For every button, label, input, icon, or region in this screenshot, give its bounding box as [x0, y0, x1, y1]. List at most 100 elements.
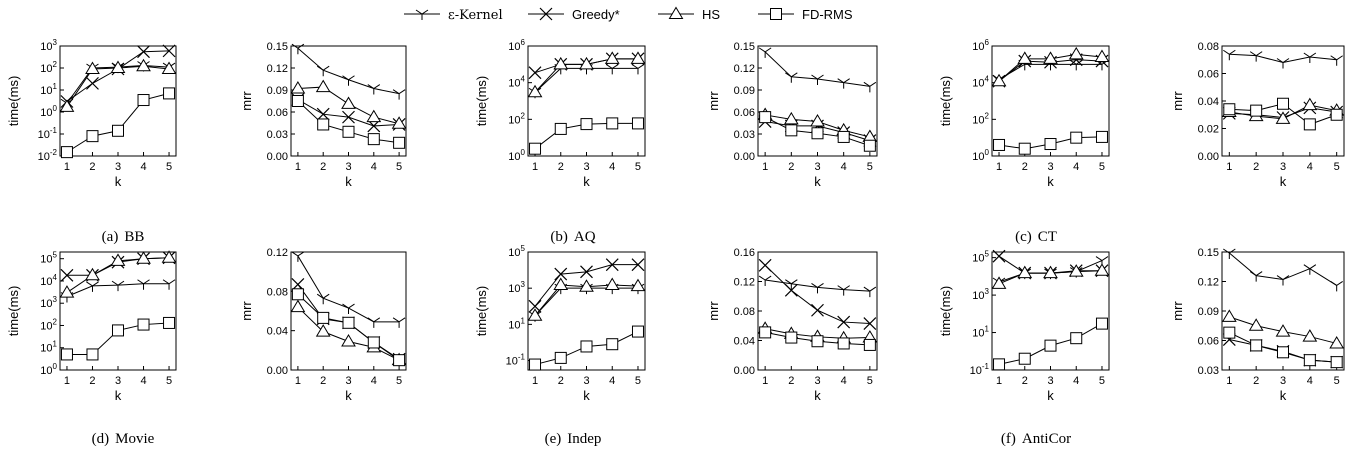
caption-d: (d) Movie [92, 431, 155, 448]
caption-a: (a) BB [102, 229, 145, 246]
data-point [631, 325, 644, 338]
series-square [291, 288, 406, 367]
data-point [60, 348, 73, 361]
series-square [759, 326, 876, 351]
data-point [315, 79, 331, 93]
x-axis-label: k [814, 174, 821, 189]
series-square [1223, 97, 1343, 131]
legend-entry: HS [658, 6, 720, 22]
data-point [1250, 339, 1263, 352]
y-tick-label: 101 [508, 316, 525, 331]
data-point [162, 279, 176, 290]
legend: ε-Kernel Greedy* HS FD-RMS [404, 6, 853, 23]
y-tick-label: 0.09 [267, 85, 288, 97]
data-point [1277, 346, 1289, 359]
data-point [1068, 46, 1084, 60]
x-tick-label: 1 [532, 375, 538, 387]
data-point [136, 251, 151, 264]
data-point [1017, 265, 1033, 279]
series-square [993, 130, 1108, 155]
data-point [162, 44, 176, 58]
data-point [631, 117, 644, 130]
data-point [630, 278, 646, 292]
series-triangle [991, 46, 1110, 87]
data-point [783, 111, 799, 125]
series-tri-down [60, 279, 176, 303]
chart-aq-mrr: 0.00 0.03 0.06 0.09 0.12 0.15 1 2 3 4 5 k mrr [706, 41, 878, 189]
data-point [811, 303, 824, 317]
x-tick-label: 5 [396, 375, 402, 387]
x-axis-label: k [814, 388, 821, 403]
series-line [297, 306, 400, 361]
data-point [811, 74, 824, 85]
series-line [66, 92, 170, 153]
x-tick-label: 2 [1253, 161, 1259, 173]
x-tick-label: 2 [788, 161, 794, 173]
data-point [342, 316, 355, 329]
data-point [136, 58, 151, 72]
data-point [112, 124, 124, 137]
data-point [1095, 317, 1108, 330]
x-tick-label: 5 [1334, 375, 1340, 387]
x-tick-label: 3 [345, 375, 351, 387]
series-line [66, 50, 170, 102]
x-tick-label: 3 [1047, 375, 1053, 387]
series-tri-down [291, 251, 406, 328]
chart-ct-mrr: 0.00 0.02 0.04 0.06 0.08 1 2 3 4 5 k mrr [1170, 41, 1345, 189]
data-point [59, 99, 75, 112]
series-x [528, 258, 645, 313]
data-point [392, 89, 406, 100]
data-point [554, 267, 568, 281]
data-point [1250, 104, 1263, 117]
x-tick-label: 2 [558, 375, 564, 387]
x-tick-label: 5 [166, 161, 172, 173]
series-triangle [59, 250, 177, 298]
data-point [1094, 263, 1110, 276]
data-point [1223, 326, 1236, 339]
y-tick-label: 0.12 [267, 247, 288, 259]
x-tick-label: 3 [1280, 375, 1286, 387]
y-tick-label: 100 [508, 148, 525, 163]
data-point [837, 315, 851, 329]
data-point [60, 146, 73, 159]
data-point [1330, 108, 1343, 121]
data-point [529, 358, 542, 371]
x-tick-label: 1 [1226, 375, 1232, 387]
data-point [291, 251, 305, 262]
y-tick-label: 100 [40, 104, 57, 119]
x-tick-label: 2 [320, 375, 326, 387]
legend-entry: ε-Kernel [404, 8, 503, 23]
data-point [161, 250, 177, 263]
data-point [341, 334, 356, 347]
data-point [580, 340, 593, 353]
data-point [1330, 356, 1343, 369]
data-point [527, 84, 543, 98]
chart-bb-time: 10-2 10-1 100 101 102 103 1 2 3 4 5 k time(ms) [6, 38, 177, 189]
data-point [1330, 281, 1343, 292]
x-tick-label: 4 [841, 375, 847, 387]
y-tick-label: 0.16 [734, 247, 755, 259]
data-point [1017, 51, 1033, 64]
legend-entry: Greedy* [528, 7, 620, 22]
x-axis-label: k [1280, 388, 1287, 403]
x-tick-label: 3 [583, 375, 589, 387]
data-point [1069, 59, 1083, 71]
y-tick-label: 0.12 [734, 277, 755, 289]
y-tick-label: 100 [972, 148, 989, 163]
data-point [863, 317, 877, 330]
x-axis-label: k [1047, 174, 1054, 189]
y-tick-label: 104 [40, 273, 57, 288]
caption-label: (b) [550, 229, 568, 245]
y-tick-label: 0.12 [734, 63, 755, 75]
x-tick-label: 1 [295, 161, 301, 173]
data-point [991, 73, 1007, 87]
caption-name: Movie [115, 431, 155, 447]
caption-e: (e) Indep [545, 431, 602, 448]
caption-name: AQ [573, 229, 596, 245]
y-tick-label: 0.08 [1198, 41, 1219, 53]
y-axis-label: mrr [239, 301, 254, 321]
x-tick-label: 5 [635, 161, 641, 173]
y-tick-label: 102 [508, 111, 525, 126]
x-tick-label: 2 [1253, 375, 1259, 387]
data-point [759, 326, 772, 339]
